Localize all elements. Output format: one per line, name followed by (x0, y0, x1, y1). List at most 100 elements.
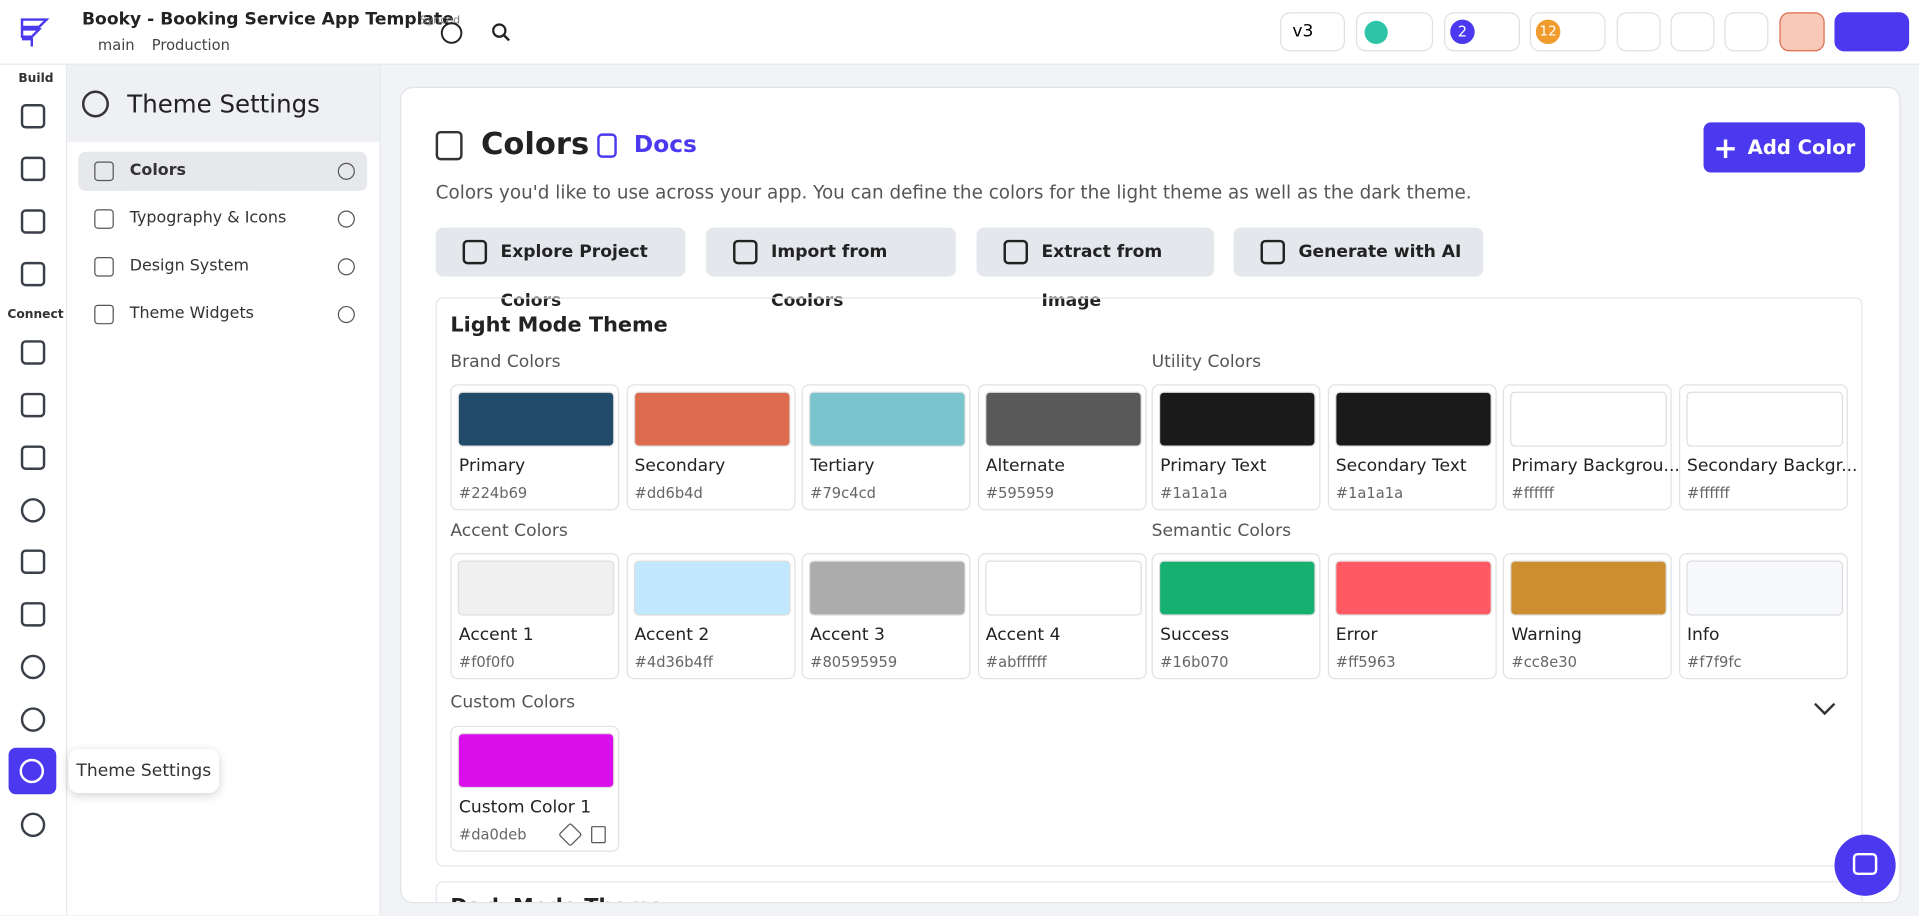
group-label: Semantic Colors (1151, 521, 1292, 541)
panel-header (67, 64, 380, 142)
color-swatch[interactable]: Accent 3 #80595959 (801, 553, 971, 680)
nav-active[interactable] (8, 747, 57, 795)
chat-bubble[interactable] (1834, 834, 1896, 896)
badge: 12 (1535, 19, 1561, 45)
item-label: Colors (129, 161, 187, 180)
action-label: Generate with AI (1298, 242, 1462, 262)
panel-item[interactable]: Colors (78, 151, 368, 191)
swatch-hex: #80595959 (810, 653, 898, 671)
nav-icon[interactable] (20, 812, 46, 838)
nav-icon[interactable] (20, 209, 46, 234)
swatch-color (1334, 560, 1492, 616)
nav-icon[interactable] (20, 392, 46, 418)
color-swatch[interactable]: Secondary Text #1a1a1a (1327, 384, 1497, 511)
color-swatch[interactable]: Warning #cc8e30 (1502, 553, 1672, 680)
color-swatch[interactable]: Info #f7f9fc (1678, 553, 1848, 680)
environment[interactable]: Production (151, 36, 230, 54)
nav-icon[interactable] (20, 498, 46, 523)
nav-icon[interactable] (20, 104, 46, 129)
swatch-hex: #da0deb (458, 826, 527, 844)
swatch-hex: #ffffff (1511, 484, 1555, 502)
version-select[interactable]: v3 (1280, 12, 1345, 52)
run-button[interactable] (1834, 12, 1910, 52)
action-icon (733, 239, 758, 265)
branch[interactable]: main (97, 36, 135, 54)
edit-icon[interactable] (558, 822, 583, 847)
group-label: Brand Colors (450, 352, 561, 373)
help-search[interactable] (438, 20, 514, 47)
swatch-color (808, 391, 966, 447)
group-label: Accent Colors (450, 521, 568, 541)
preview-button[interactable] (1779, 12, 1825, 52)
action-button[interactable]: Import from Coolors (706, 227, 956, 311)
nav-icon[interactable] (20, 602, 46, 627)
color-swatch[interactable]: Error #ff5963 (1327, 553, 1497, 680)
color-swatch[interactable]: Primary Text #1a1a1a (1151, 384, 1321, 511)
docs-link[interactable]: Docs (633, 130, 697, 158)
section-title: Dark Mode Theme (450, 895, 663, 902)
color-swatch[interactable]: Accent 1 #f0f0f0 (450, 553, 620, 680)
swatch-name: Alternate (985, 456, 1065, 477)
color-swatch[interactable]: Accent 4 #abffffff (977, 553, 1147, 680)
color-swatch[interactable]: Success #16b070 (1151, 553, 1321, 680)
swatch-color (1510, 391, 1667, 447)
swatch-hex: #f7f9fc (1687, 653, 1742, 671)
color-swatch[interactable]: Primary #224b69 (450, 384, 620, 511)
nav-icon[interactable] (20, 549, 46, 574)
swatch-name: Accent 1 (458, 625, 534, 645)
color-swatch[interactable]: Primary Backgrou... #ffffff (1502, 384, 1680, 511)
code-button[interactable] (1670, 12, 1715, 52)
panel-item[interactable]: Typography & Icons (78, 199, 367, 238)
swatch-hex: #f0f0f0 (458, 653, 515, 671)
color-swatch[interactable]: Secondary #dd6b4d (625, 384, 795, 511)
action-button[interactable]: Explore Project Colors (435, 227, 686, 311)
color-swatch[interactable]: Tertiary #79c4cd (801, 384, 971, 511)
action-button[interactable]: Extract from Image (976, 227, 1215, 311)
swatch-name: Secondary Backgr... (1687, 456, 1858, 477)
swatch-hex: #4d36b4ff (634, 653, 713, 671)
action-label: Explore Project Colors (500, 242, 648, 311)
swatch-name: Primary Text (1160, 456, 1267, 477)
title-icon (435, 130, 463, 161)
status-button[interactable] (1355, 12, 1434, 52)
swatch-hex: #dd6b4d (634, 484, 703, 502)
panel-icon (81, 90, 109, 118)
swatch-hex: #1a1a1a (1335, 484, 1404, 502)
action-label: Extract from Image (1041, 242, 1163, 311)
nav-icon[interactable] (20, 707, 46, 732)
button-label: Add Color (1747, 135, 1856, 160)
nav-icon[interactable] (20, 445, 46, 470)
section-label: Build (18, 72, 54, 86)
info-icon (337, 258, 355, 276)
panel-title: Theme Settings (127, 89, 320, 119)
swatch-color (808, 560, 966, 616)
panel-item[interactable]: Design System (78, 247, 367, 286)
nav-icon[interactable] (20, 654, 46, 680)
color-swatch[interactable]: Accent 2 #4d36b4ff (625, 553, 795, 680)
action-button[interactable]: Generate with AI (1233, 227, 1484, 277)
color-swatch[interactable]: Alternate #595959 (977, 384, 1147, 511)
item-icon (94, 161, 114, 182)
color-swatch[interactable]: Custom Color 1 #da0deb (450, 725, 620, 852)
agent-button[interactable]: 2 (1444, 12, 1520, 52)
add-color-button[interactable]: + Add Color (1703, 122, 1866, 173)
nav-icon[interactable] (20, 340, 46, 365)
top-bar: Booky - Booking Service App Template Syn… (0, 0, 1919, 65)
nav-icon[interactable] (20, 261, 46, 287)
swatch-hex: #abffffff (985, 653, 1047, 671)
branch-button[interactable] (1616, 12, 1661, 52)
issues-button[interactable]: 12 (1529, 12, 1606, 52)
nav-icon[interactable] (20, 156, 46, 182)
collapse-chevron[interactable] (1812, 700, 1836, 717)
color-swatch[interactable]: Secondary Backgr... #ffffff (1678, 384, 1857, 511)
swatch-name: Accent 3 (810, 625, 885, 645)
panel-item[interactable]: Theme Widgets (78, 295, 367, 334)
action-icon (1260, 239, 1285, 265)
swatch-name: Primary (458, 456, 526, 477)
tooltip: Theme Settings (68, 748, 220, 794)
swatch-color (633, 560, 790, 616)
swatch-name: Custom Color 1 (458, 797, 592, 818)
delete-icon[interactable] (591, 826, 606, 844)
share-button[interactable] (1724, 12, 1769, 52)
